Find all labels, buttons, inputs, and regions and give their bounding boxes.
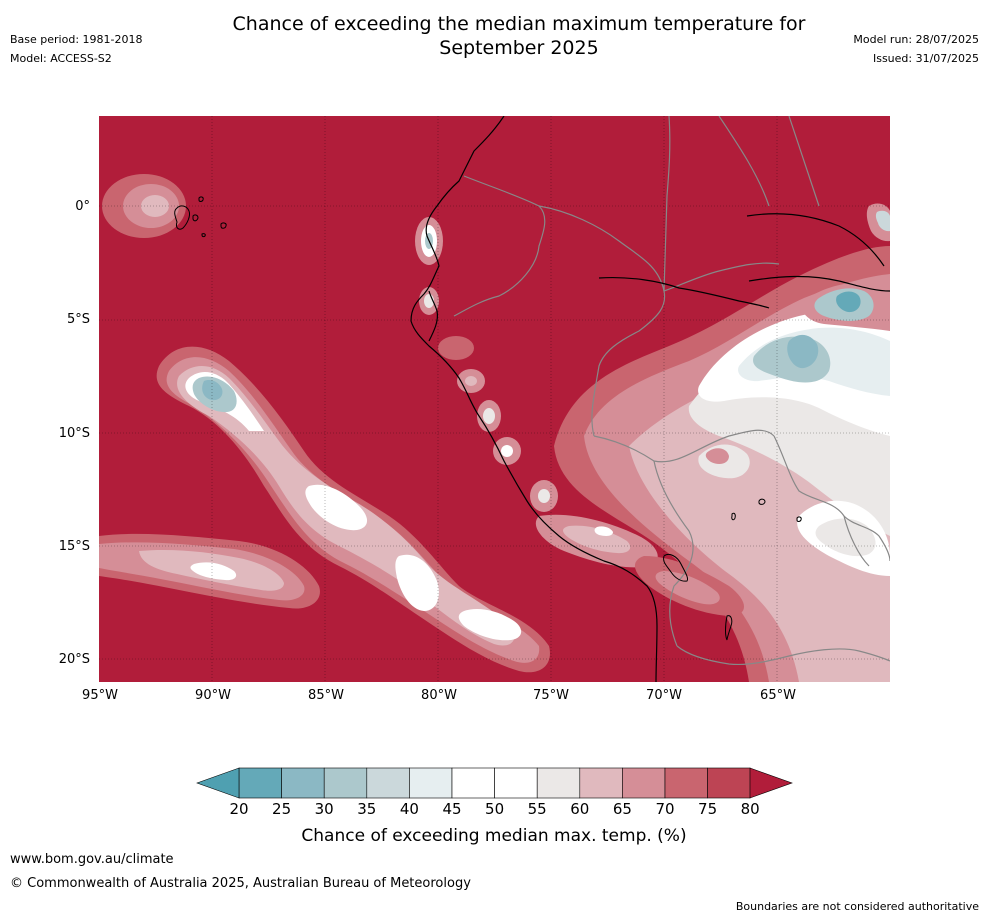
lon-tick-95w: 95°W bbox=[82, 688, 118, 703]
map-title: Chance of exceeding the median maximum t… bbox=[150, 12, 888, 60]
colorbar-label-80: 80 bbox=[740, 800, 760, 818]
colorbar-label-20: 20 bbox=[229, 800, 249, 818]
eastern-anomaly-region bbox=[554, 203, 890, 682]
colorbar-segments bbox=[238, 767, 751, 799]
lat-tick-5s: 5°S bbox=[66, 312, 90, 327]
galapagos-anomaly bbox=[102, 174, 186, 238]
model-run-label: Model run: 28/07/2025 bbox=[853, 33, 979, 46]
colorbar-segment-25 bbox=[281, 767, 325, 799]
colorbar-under-arrow bbox=[196, 767, 240, 799]
colorbar-title: Chance of exceeding median max. temp. (%… bbox=[301, 826, 687, 846]
base-period-label: Base period: 1981-2018 bbox=[10, 33, 143, 46]
colorbar bbox=[196, 767, 793, 799]
colorbar-label-35: 35 bbox=[357, 800, 377, 818]
lat-tick-15s: 15°S bbox=[58, 539, 90, 554]
bom-url-link[interactable]: www.bom.gov.au/climate bbox=[10, 852, 174, 867]
lat-tick-10s: 10°S bbox=[58, 426, 90, 441]
colorbar-segment-50 bbox=[494, 767, 538, 799]
colorbar-label-30: 30 bbox=[314, 800, 334, 818]
national-borders bbox=[453, 116, 890, 666]
ocean-plume-southwest bbox=[99, 533, 320, 609]
colorbar-segment-45 bbox=[451, 767, 495, 799]
issued-label: Issued: 31/07/2025 bbox=[872, 52, 979, 65]
lon-tick-85w: 85°W bbox=[308, 688, 344, 703]
colorbar-segment-55 bbox=[536, 767, 581, 799]
lon-tick-65w: 65°W bbox=[760, 688, 796, 703]
colorbar-label-45: 45 bbox=[442, 800, 462, 818]
map-title-line2: September 2025 bbox=[439, 37, 599, 59]
colorbar-label-60: 60 bbox=[570, 800, 590, 818]
islands-and-lakes bbox=[174, 196, 802, 641]
colorbar-label-50: 50 bbox=[485, 800, 505, 818]
colorbar-segment-30 bbox=[323, 767, 368, 799]
lon-tick-75w: 75°W bbox=[533, 688, 569, 703]
map-title-line1: Chance of exceeding the median maximum t… bbox=[232, 13, 806, 35]
colorbar-label-25: 25 bbox=[272, 800, 292, 818]
graticule bbox=[99, 116, 890, 682]
peru-coastal-anomalies bbox=[457, 369, 744, 616]
colorbar-segment-75 bbox=[707, 767, 751, 799]
probability-map bbox=[99, 116, 890, 682]
colorbar-segment-70 bbox=[664, 767, 708, 799]
copyright-text: © Commonwealth of Australia 2025, Austra… bbox=[10, 876, 471, 891]
colorbar-segment-40 bbox=[409, 767, 453, 799]
colorbar-label-40: 40 bbox=[399, 800, 419, 818]
lon-tick-80w: 80°W bbox=[421, 688, 457, 703]
colorbar-segment-20 bbox=[238, 767, 282, 799]
colorbar-segment-60 bbox=[579, 767, 623, 799]
lat-tick-20s: 20°S bbox=[58, 652, 90, 667]
ocean-plume-west bbox=[156, 346, 550, 673]
lon-tick-90w: 90°W bbox=[195, 688, 231, 703]
coastlines bbox=[410, 116, 890, 682]
boundaries-disclaimer: Boundaries are not considered authoritat… bbox=[735, 900, 979, 913]
colorbar-label-75: 75 bbox=[698, 800, 718, 818]
colorbar-over-arrow bbox=[749, 767, 793, 799]
lat-tick-0: 0° bbox=[75, 199, 90, 214]
model-label: Model: ACCESS-S2 bbox=[10, 52, 112, 65]
lon-tick-70w: 70°W bbox=[646, 688, 682, 703]
colorbar-label-65: 65 bbox=[612, 800, 632, 818]
colorbar-segment-35 bbox=[366, 767, 410, 799]
colorbar-label-70: 70 bbox=[655, 800, 675, 818]
colorbar-segment-65 bbox=[622, 767, 666, 799]
colorbar-label-55: 55 bbox=[527, 800, 547, 818]
